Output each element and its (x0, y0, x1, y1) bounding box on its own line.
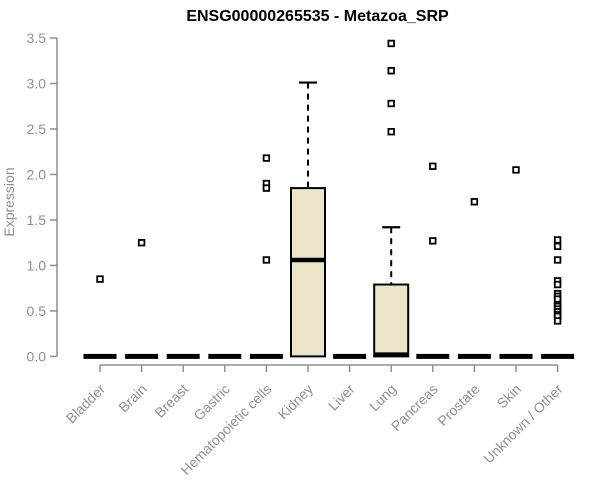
outlier-point (553, 236, 562, 244)
x-tick-label: Unknown / Other (480, 381, 566, 467)
outlier-point (553, 256, 562, 264)
collapsed-box (166, 353, 200, 359)
outlier-point (137, 238, 146, 247)
collapsed-box (83, 353, 117, 359)
outlier-point (387, 67, 395, 75)
x-tick-label: Brain (115, 381, 149, 415)
y-tick-label: 1.0 (27, 257, 47, 273)
x-tick-label: Lung (366, 381, 399, 414)
collapsed-box (457, 353, 491, 359)
chart-title: ENSG00000265535 - Metazoa_SRP (186, 8, 449, 25)
collapsed-box (208, 353, 242, 359)
outlier-point (96, 275, 104, 283)
outlier-point (387, 39, 395, 48)
outlier-point (262, 256, 271, 264)
outlier-point (553, 280, 562, 289)
collapsed-box (499, 353, 533, 359)
y-tick-label: 3.5 (27, 30, 47, 46)
y-tick-label: 0.0 (27, 348, 47, 364)
y-tick-label: 0.5 (27, 303, 47, 319)
collapsed-box (416, 353, 450, 359)
y-tick-label: 2.5 (27, 121, 47, 137)
x-tick-label: Prostate (434, 381, 482, 429)
x-tick-label: Kidney (275, 381, 317, 423)
x-tick-label: Breast (151, 381, 191, 421)
collapsed-box (333, 353, 367, 359)
y-tick-label: 1.5 (27, 212, 47, 228)
x-tick-label: Bladder (63, 381, 109, 427)
collapsed-box (125, 353, 159, 359)
box (290, 187, 326, 358)
outlier-point (553, 242, 562, 251)
y-tick-label: 2.0 (27, 166, 47, 182)
outlier-point (470, 198, 479, 206)
outlier-point (262, 154, 271, 162)
x-tick-label: Liver (325, 381, 358, 414)
outlier-point (387, 99, 395, 108)
outlier-point (429, 162, 437, 170)
outlier-point (512, 166, 520, 174)
collapsed-box (249, 353, 283, 359)
collapsed-box (541, 353, 575, 359)
x-tick-label: Skin (494, 381, 525, 412)
y-tick-label: 3.0 (27, 75, 47, 91)
outlier-point (262, 184, 271, 192)
outlier-point (553, 317, 562, 325)
outlier-point (429, 237, 437, 245)
box (373, 283, 410, 358)
outlier-point (387, 128, 395, 136)
